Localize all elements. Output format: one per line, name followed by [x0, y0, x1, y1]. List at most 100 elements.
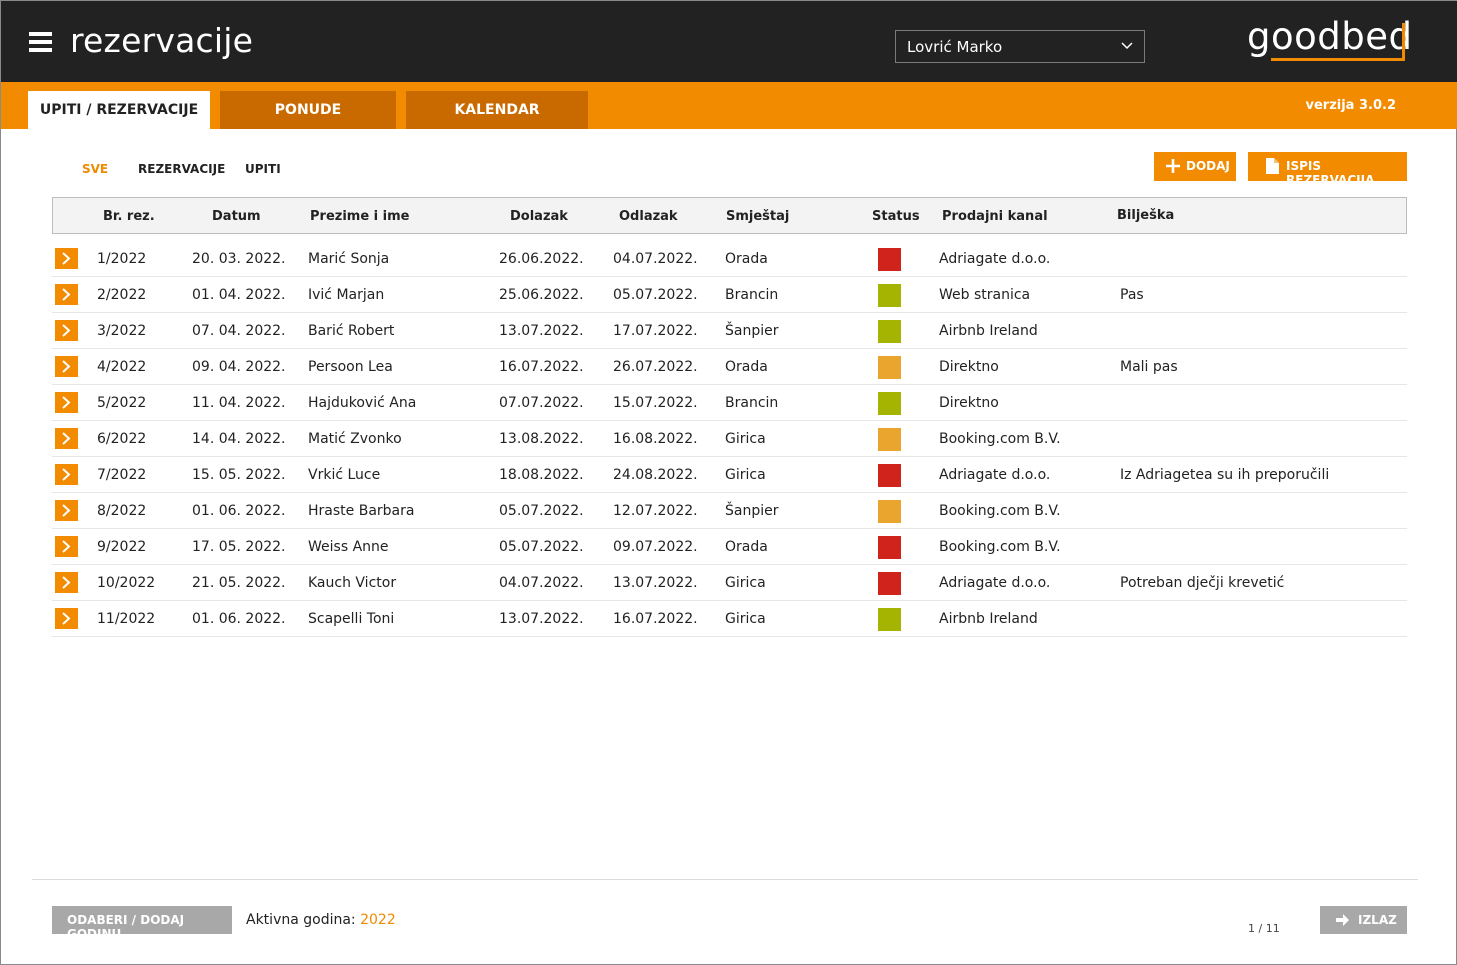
col-status[interactable]: Status [872, 209, 920, 224]
cell-prezime-ime: Ivić Marjan [308, 287, 385, 303]
table-row[interactable]: 2/2022 01. 04. 2022. Ivić Marjan 25.06.2022… [52, 277, 1407, 313]
table-row[interactable]: 11/2022 01. 06. 2022. Scapelli Toni 13.07.2… [52, 601, 1407, 637]
open-reservation-button[interactable] [55, 248, 78, 269]
cell-prodajni-kanal: Direktno [939, 395, 999, 411]
cell-datum: 01. 06. 2022. [192, 611, 286, 627]
chevron-right-icon [62, 360, 71, 373]
open-reservation-button[interactable] [55, 356, 78, 377]
open-reservation-button[interactable] [55, 608, 78, 629]
cell-smjestaj: Girica [725, 431, 766, 447]
pager: 1 / 11 [1248, 922, 1280, 935]
tab-ponude[interactable]: PONUDE [220, 91, 396, 129]
col-smjestaj[interactable]: Smještaj [726, 209, 790, 224]
cell-prezime-ime: Scapelli Toni [308, 611, 395, 627]
col-br-rez[interactable]: Br. rez. [103, 209, 155, 224]
table-row[interactable]: 6/2022 14. 04. 2022. Matić Zvonko 13.08.202… [52, 421, 1407, 457]
cell-prodajni-kanal: Direktno [939, 359, 999, 375]
cell-prezime-ime: Weiss Anne [308, 539, 389, 555]
table-row[interactable]: 7/2022 15. 05. 2022. Vrkić Luce 18.08.2022.… [52, 457, 1407, 493]
table-row[interactable]: 9/2022 17. 05. 2022. Weiss Anne 05.07.2022.… [52, 529, 1407, 565]
cell-dolazak: 13.07.2022. [499, 323, 584, 339]
active-year-label: Aktivna godina: [246, 912, 356, 928]
cell-odlazak: 13.07.2022. [613, 575, 698, 591]
status-indicator [878, 464, 901, 487]
col-datum[interactable]: Datum [212, 209, 261, 224]
tab-upiti-rezervacije[interactable]: UPITI / REZERVACIJE [28, 91, 210, 129]
cell-br-rez: 1/2022 [97, 251, 147, 267]
cell-smjestaj: Girica [725, 467, 766, 483]
cell-smjestaj: Girica [725, 575, 766, 591]
exit-button[interactable]: IZLAZ [1320, 906, 1407, 934]
filter-upiti[interactable]: UPITI [245, 162, 281, 176]
logo-bar [1402, 23, 1405, 61]
table-row[interactable]: 8/2022 01. 06. 2022. Hraste Barbara 05.07.2… [52, 493, 1407, 529]
table-row[interactable]: 4/2022 09. 04. 2022. Persoon Lea 16.07.2022… [52, 349, 1407, 385]
cell-dolazak: 05.07.2022. [499, 539, 584, 555]
cell-prodajni-kanal: Airbnb Ireland [939, 611, 1038, 627]
chevron-right-icon [62, 576, 71, 589]
open-reservation-button[interactable] [55, 464, 78, 485]
status-indicator [878, 356, 901, 379]
active-year: Aktivna godina: 2022 [246, 912, 396, 928]
hamburger-menu-icon[interactable] [29, 32, 52, 52]
user-select[interactable]: Lovrić Marko [895, 30, 1145, 63]
table-row[interactable]: 1/2022 20. 03. 2022. Marić Sonja 26.06.2022… [52, 241, 1407, 277]
cell-datum: 17. 05. 2022. [192, 539, 286, 555]
add-button[interactable]: DODAJ [1154, 152, 1236, 181]
arrow-right-icon [1336, 914, 1349, 926]
cell-smjestaj: Šanpier [725, 503, 779, 519]
cell-prodajni-kanal: Airbnb Ireland [939, 323, 1038, 339]
open-reservation-button[interactable] [55, 572, 78, 593]
cell-dolazak: 16.07.2022. [499, 359, 584, 375]
table-row[interactable]: 3/2022 07. 04. 2022. Barić Robert 13.07.202… [52, 313, 1407, 349]
open-reservation-button[interactable] [55, 284, 78, 305]
col-prodajni-kanal[interactable]: Prodajni kanal [942, 209, 1048, 224]
open-reservation-button[interactable] [55, 392, 78, 413]
filter-rezervacije[interactable]: REZERVACIJE [138, 162, 226, 176]
open-reservation-button[interactable] [55, 500, 78, 521]
print-reservations-button[interactable]: ISPIS REZERVACIJA [1248, 152, 1407, 187]
col-odlazak[interactable]: Odlazak [619, 209, 678, 224]
top-bar: rezervacije Lovrić Marko goodbed [1, 1, 1457, 82]
cell-datum: 11. 04. 2022. [192, 395, 286, 411]
status-indicator [878, 572, 901, 595]
reservations-table-body: 1/2022 20. 03. 2022. Marić Sonja 26.06.2022… [52, 241, 1407, 637]
tab-kalendar[interactable]: KALENDAR [406, 91, 588, 129]
cell-prezime-ime: Kauch Victor [308, 575, 397, 591]
cell-br-rez: 6/2022 [97, 431, 147, 447]
cell-br-rez: 3/2022 [97, 323, 147, 339]
chevron-right-icon [62, 396, 71, 409]
table-row[interactable]: 5/2022 11. 04. 2022. Hajduković Ana 07.07.2… [52, 385, 1407, 421]
open-reservation-button[interactable] [55, 428, 78, 449]
cell-br-rez: 5/2022 [97, 395, 147, 411]
cell-dolazak: 18.08.2022. [499, 467, 584, 483]
cell-prezime-ime: Hraste Barbara [308, 503, 415, 519]
document-icon [1266, 158, 1279, 174]
cell-smjestaj: Brancin [725, 287, 779, 303]
cell-odlazak: 15.07.2022. [613, 395, 698, 411]
cell-datum: 21. 05. 2022. [192, 575, 286, 591]
col-prezime-ime[interactable]: Prezime i ime [310, 209, 410, 224]
footer-divider [32, 879, 1418, 880]
status-indicator [878, 428, 901, 451]
cell-odlazak: 04.07.2022. [613, 251, 698, 267]
open-reservation-button[interactable] [55, 320, 78, 341]
col-biljeska[interactable]: Bilješka [1117, 208, 1175, 223]
col-dolazak[interactable]: Dolazak [510, 209, 568, 224]
cell-br-rez: 8/2022 [97, 503, 147, 519]
plus-icon [1166, 159, 1180, 173]
cell-smjestaj: Girica [725, 611, 766, 627]
status-indicator [878, 500, 901, 523]
cell-smjestaj: Orada [725, 359, 768, 375]
cell-datum: 07. 04. 2022. [192, 323, 286, 339]
cell-prezime-ime: Vrkić Luce [308, 467, 381, 483]
open-reservation-button[interactable] [55, 536, 78, 557]
chevron-right-icon [62, 504, 71, 517]
cell-biljeska: Mali pas [1120, 359, 1178, 375]
cell-prezime-ime: Hajduković Ana [308, 395, 417, 411]
cell-prodajni-kanal: Booking.com B.V. [939, 503, 1061, 519]
table-row[interactable]: 10/2022 21. 05. 2022. Kauch Victor 04.07.20… [52, 565, 1407, 601]
select-year-button[interactable]: ODABERI / DODAJ GODINU [52, 906, 232, 941]
filter-sve[interactable]: SVE [82, 162, 109, 176]
